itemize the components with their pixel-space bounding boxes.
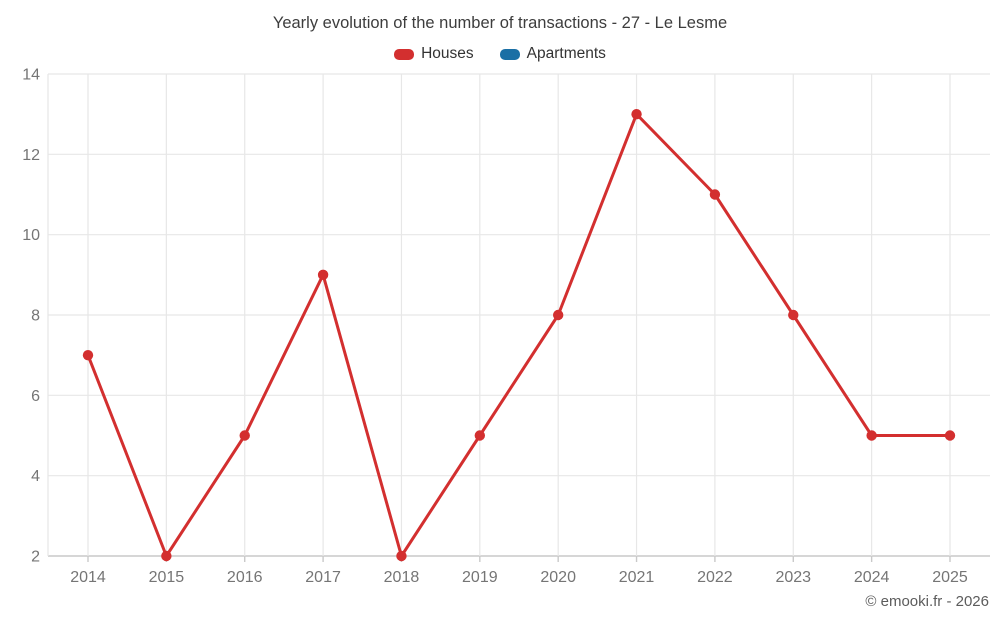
data-point bbox=[239, 430, 250, 441]
houses-swatch-icon bbox=[394, 48, 415, 60]
legend: Houses Apartments bbox=[0, 45, 1000, 63]
y-tick-label: 2 bbox=[31, 549, 40, 566]
legend-label-apartments: Apartments bbox=[526, 45, 606, 62]
y-tick-label: 8 bbox=[31, 308, 40, 325]
data-point bbox=[709, 189, 721, 200]
data-point bbox=[866, 430, 877, 441]
x-tick-label: 2015 bbox=[149, 569, 185, 586]
x-tick-label: 2018 bbox=[384, 569, 420, 586]
data-point bbox=[631, 108, 642, 120]
x-tick-label: 2016 bbox=[227, 569, 263, 586]
apartments-swatch-icon bbox=[499, 48, 520, 60]
data-point bbox=[944, 430, 956, 441]
data-point bbox=[552, 309, 564, 321]
x-tick-label: 2022 bbox=[697, 569, 733, 586]
series-line-houses bbox=[86, 112, 952, 558]
x-tick-label: 2025 bbox=[932, 569, 968, 586]
x-tick-label: 2021 bbox=[619, 569, 655, 586]
data-point bbox=[82, 349, 94, 361]
y-tick-label: 4 bbox=[31, 468, 40, 485]
legend-item-houses[interactable]: Houses bbox=[394, 45, 474, 63]
data-point bbox=[396, 550, 407, 562]
x-tick-label: 2023 bbox=[775, 569, 811, 586]
x-tick-label: 2024 bbox=[854, 569, 890, 586]
legend-label-houses: Houses bbox=[421, 45, 474, 62]
chart-title: Yearly evolution of the number of transa… bbox=[272, 14, 728, 32]
x-tick-label: 2020 bbox=[540, 569, 576, 586]
y-tick-label: 6 bbox=[31, 388, 40, 405]
x-tick-label: 2017 bbox=[305, 569, 341, 586]
y-tick-label: 12 bbox=[22, 147, 40, 164]
x-tick-label: 2019 bbox=[462, 569, 498, 586]
data-point bbox=[474, 430, 486, 441]
y-tick-label: 14 bbox=[22, 67, 40, 84]
data-point bbox=[788, 309, 799, 321]
legend-item-apartments[interactable]: Apartments bbox=[499, 45, 606, 63]
x-tick-label: 2014 bbox=[70, 569, 106, 586]
watermark: © emooki.fr - 2026 bbox=[865, 593, 989, 610]
y-tick-label: 10 bbox=[22, 227, 40, 244]
data-point bbox=[161, 550, 172, 562]
data-point bbox=[317, 269, 329, 281]
